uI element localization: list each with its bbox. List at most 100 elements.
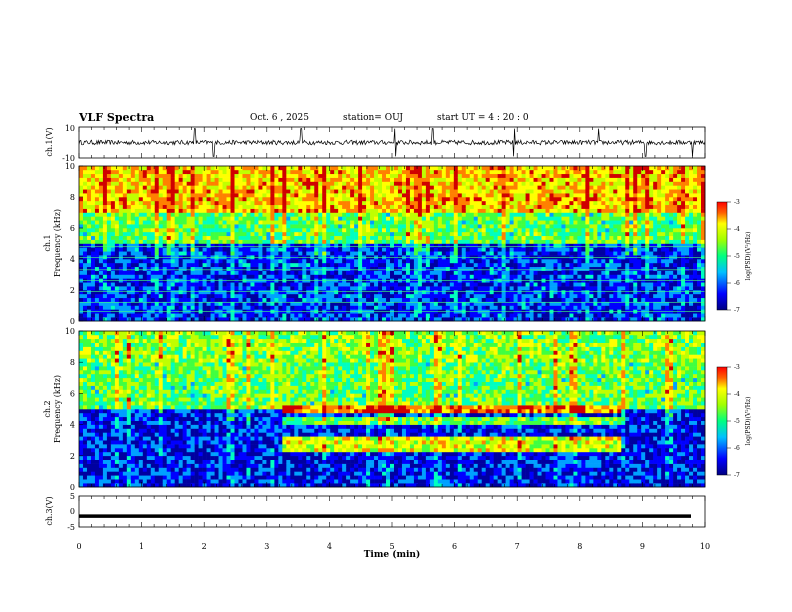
spectrogram-cell bbox=[138, 235, 144, 240]
spectrogram-cell bbox=[302, 220, 307, 225]
spectrogram-cell bbox=[146, 262, 152, 268]
spectrogram-cell bbox=[362, 216, 367, 221]
spectrogram-cell bbox=[334, 228, 339, 233]
spectrogram-cell bbox=[473, 290, 479, 295]
spectrogram-cell bbox=[130, 216, 136, 221]
spectrogram-cell bbox=[390, 239, 395, 244]
spectrogram-cell bbox=[330, 297, 335, 302]
spectrogram-cell bbox=[270, 189, 275, 194]
spectrogram-cell bbox=[210, 297, 215, 302]
spectrogram-cell bbox=[166, 297, 172, 302]
spectrogram-cell bbox=[549, 282, 554, 287]
spectrogram-cell bbox=[382, 247, 387, 252]
spectrogram-cell bbox=[378, 212, 383, 217]
spectrogram-cell bbox=[258, 185, 263, 190]
spectrogram-cell bbox=[405, 239, 411, 244]
spectrogram-cell bbox=[441, 301, 447, 306]
spectrogram-cell bbox=[354, 317, 359, 322]
spectrogram-cell bbox=[246, 305, 251, 310]
spectrogram-cell bbox=[234, 181, 239, 186]
spectrogram-cell bbox=[158, 301, 164, 306]
spectrogram-cell bbox=[378, 173, 383, 178]
spectrogram-cell bbox=[286, 208, 291, 213]
spectrogram-cell bbox=[537, 181, 542, 186]
spectrogram-cell bbox=[509, 204, 514, 209]
spectrogram-cell bbox=[210, 247, 215, 252]
spectrogram-cell bbox=[569, 247, 574, 252]
spectrogram-cell bbox=[497, 181, 502, 186]
spectrogram-cell bbox=[557, 286, 562, 291]
spectrogram-cell bbox=[374, 282, 379, 287]
spectrogram-cell bbox=[429, 239, 435, 244]
spectrogram-cell bbox=[246, 173, 251, 178]
spectrogram-cell bbox=[290, 224, 295, 229]
spectrogram-cell bbox=[549, 301, 554, 306]
spectrogram-cell bbox=[102, 293, 108, 299]
spectrogram-cell bbox=[437, 173, 443, 178]
spectrogram-cell bbox=[254, 286, 259, 291]
spectrogram-cell bbox=[174, 262, 179, 268]
spectrogram-cell bbox=[457, 293, 463, 299]
spectrogram-cell bbox=[521, 274, 526, 279]
spectrogram-cell bbox=[166, 228, 172, 233]
spectrogram-cell bbox=[533, 193, 538, 198]
spectrogram-cell bbox=[306, 274, 311, 279]
spectrogram-cell bbox=[569, 266, 574, 271]
spectrogram-cell bbox=[545, 200, 550, 206]
spectrogram-cell bbox=[374, 270, 379, 275]
spectrogram-cell bbox=[150, 212, 156, 217]
spectrogram-cell bbox=[310, 270, 315, 275]
spectrogram-cell bbox=[310, 262, 315, 268]
spectrogram-cell bbox=[182, 220, 187, 225]
spectrogram-cell bbox=[513, 166, 518, 171]
spectrogram-cell bbox=[350, 204, 355, 209]
spectrogram-cell bbox=[202, 262, 207, 268]
spectrogram-cell bbox=[409, 282, 415, 287]
spectrogram-cell bbox=[258, 204, 263, 209]
spectrogram-cell bbox=[242, 220, 247, 225]
spectrogram-cell bbox=[266, 216, 271, 221]
spectrogram-cell bbox=[86, 193, 92, 198]
spectrogram-cell bbox=[445, 185, 451, 190]
spectrogram-cell bbox=[314, 189, 319, 194]
spectrogram-cell bbox=[222, 286, 227, 291]
spectrogram-cell bbox=[174, 185, 179, 190]
spectrogram-cell bbox=[190, 297, 195, 302]
spectrogram-cell bbox=[250, 290, 255, 295]
spectrogram-cell bbox=[246, 208, 251, 213]
spectrogram-cell bbox=[493, 185, 498, 190]
spectrogram-cell bbox=[397, 266, 403, 271]
spectrogram-cell bbox=[234, 208, 239, 213]
spectrogram-cell bbox=[517, 313, 522, 318]
spectrogram-cell bbox=[469, 216, 475, 221]
spectrogram-cell bbox=[501, 208, 506, 213]
spectrogram-cell bbox=[114, 200, 120, 206]
spectrogram-cell bbox=[445, 204, 451, 209]
spectrogram-cell bbox=[553, 208, 558, 213]
spectrogram-cell bbox=[378, 313, 383, 318]
spectrogram-cell bbox=[390, 290, 395, 295]
spectrogram-cell bbox=[378, 297, 383, 302]
spectrogram-cell bbox=[362, 181, 367, 186]
spectrogram-cell bbox=[174, 228, 179, 233]
spectrogram-cell bbox=[397, 212, 403, 217]
spectrogram-cell bbox=[374, 224, 379, 229]
spectrogram-cell bbox=[465, 220, 471, 225]
spectrogram-cell bbox=[358, 235, 363, 240]
spectrogram-cell bbox=[322, 266, 327, 271]
spectrogram-cell bbox=[218, 262, 223, 268]
spectrogram-cell bbox=[318, 173, 323, 178]
spectrogram-cell bbox=[258, 247, 263, 252]
spectrogram-cell bbox=[429, 247, 435, 252]
spectrogram-cell bbox=[509, 185, 514, 190]
spectrogram-cell bbox=[513, 231, 518, 237]
spectrogram-cell bbox=[242, 274, 247, 279]
spectrogram-cell bbox=[230, 169, 235, 175]
spectrogram-cell bbox=[501, 216, 506, 221]
spectrogram-cell bbox=[569, 290, 574, 295]
spectrogram-cell bbox=[405, 259, 411, 264]
spectrogram-cell bbox=[222, 313, 227, 318]
spectrogram-cell bbox=[449, 166, 455, 171]
spectrogram-cell bbox=[222, 185, 227, 190]
